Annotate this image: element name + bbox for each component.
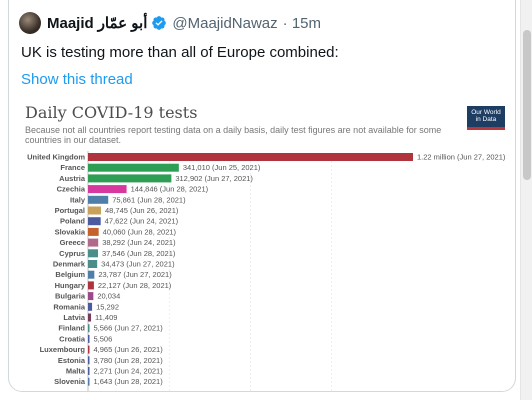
category-label-7: Slovakia [55,227,86,236]
bar-5 [88,206,101,215]
bar-15 [88,313,92,322]
category-label-12: Hungary [55,281,86,290]
category-label-17: Croatia [59,334,86,343]
category-label-3: Czechia [57,185,86,194]
category-label-9: Cyprus [59,249,85,258]
category-label-2: Austria [59,174,86,183]
bar-3 [88,185,127,194]
value-label-20: 2,271 (Jun 24, 2021) [94,367,164,376]
author-handle[interactable]: @MaajidNawaz [172,14,278,32]
bar-2 [88,174,172,183]
category-label-16: Finland [58,324,85,333]
tweet-text: UK is testing more than all of Europe co… [21,44,339,61]
owid-logo: Our World in Data [467,106,505,130]
value-label-15: 11,409 [95,313,117,322]
value-label-1: 341,010 (Jun 25, 2021) [183,163,261,172]
value-label-2: 312,902 (Jun 27, 2021) [175,174,253,183]
value-label-4: 75,861 (Jun 28, 2021) [112,195,186,204]
tweet-media-image[interactable]: Daily COVID-19 tests Because not all cou… [15,96,511,391]
bar-7 [88,227,99,236]
category-label-18: Luxembourg [40,345,86,354]
category-label-21: Slovenia [54,377,86,386]
bar-21 [88,377,90,386]
category-label-14: Romania [53,302,86,311]
bar-10 [88,260,98,268]
timestamp[interactable]: · 15m [282,14,321,32]
value-label-12: 22,127 (Jun 28, 2021) [98,281,172,290]
scrollbar-thumb[interactable] [523,30,531,180]
owid-logo-line1: Our World [471,109,501,116]
tweet-card[interactable]: Maajid أبو عمّار @MaajidNawaz · 15m UK i… [8,0,516,392]
value-label-7: 40,060 (Jun 28, 2021) [103,227,177,236]
category-label-13: Bulgaria [55,292,86,301]
chart-title: Daily COVID-19 tests [25,103,198,122]
category-label-10: Denmark [53,260,86,269]
bar-4 [88,195,109,204]
author-name[interactable]: Maajid [47,14,94,32]
category-label-15: Latvia [63,313,86,322]
value-label-13: 20,034 [97,292,120,301]
value-label-5: 48,745 (Jun 26, 2021) [105,206,179,215]
category-label-8: Greece [60,238,85,247]
bar-12 [88,281,94,290]
value-label-0: 1.22 million (Jun 27, 2021) [417,153,506,162]
category-label-5: Portugal [55,206,85,215]
value-label-10: 34,473 (Jun 27, 2021) [101,260,175,269]
value-label-14: 15,292 [96,302,119,311]
category-label-0: United Kingdom [27,153,85,162]
bar-19 [88,356,90,365]
value-label-11: 23,787 (Jun 27, 2021) [98,270,172,279]
bar-18 [88,345,90,354]
owid-logo-line2: in Data [475,116,497,123]
bar-8 [88,238,99,247]
page-scrollbar[interactable] [520,0,532,400]
chart-subtitle: Because not all countries report testing… [25,125,442,145]
bar-16 [88,324,90,333]
bar-chart: United Kingdom 1.22 million (Jun 27, 2021… [27,151,506,391]
category-label-4: Italy [70,195,86,204]
bar-14 [88,302,93,311]
value-label-8: 38,292 (Jun 24, 2021) [102,238,176,247]
value-label-16: 5,566 (Jun 27, 2021) [94,324,164,333]
value-label-17: 5,506 [94,334,113,343]
verified-badge-icon [152,16,167,30]
bar-9 [88,249,99,258]
avatar[interactable] [19,12,41,34]
bar-20 [88,367,90,375]
value-label-18: 4,965 (Jun 26, 2021) [94,345,164,354]
bar-0 [88,153,413,161]
category-label-11: Belgium [55,270,85,279]
author-name-arabic[interactable]: أبو عمّار [97,15,148,32]
bar-13 [88,292,94,301]
value-label-6: 47,622 (Jun 24, 2021) [105,217,179,226]
show-thread-link[interactable]: Show this thread [21,71,133,88]
tweet-header: Maajid أبو عمّار @MaajidNawaz · 15m [19,10,321,36]
bar-1 [88,163,179,172]
category-label-19: Estonia [58,356,86,365]
value-label-19: 3,780 (Jun 28, 2021) [94,356,164,365]
category-label-20: Malta [66,367,86,376]
value-label-3: 144,846 (Jun 28, 2021) [131,185,209,194]
bar-6 [88,217,101,226]
category-label-6: Poland [60,217,85,226]
bar-17 [88,334,90,343]
bar-11 [88,270,95,279]
category-label-1: France [60,163,85,172]
value-label-9: 37,546 (Jun 28, 2021) [102,249,176,258]
value-label-21: 1,643 (Jun 28, 2021) [94,377,164,386]
